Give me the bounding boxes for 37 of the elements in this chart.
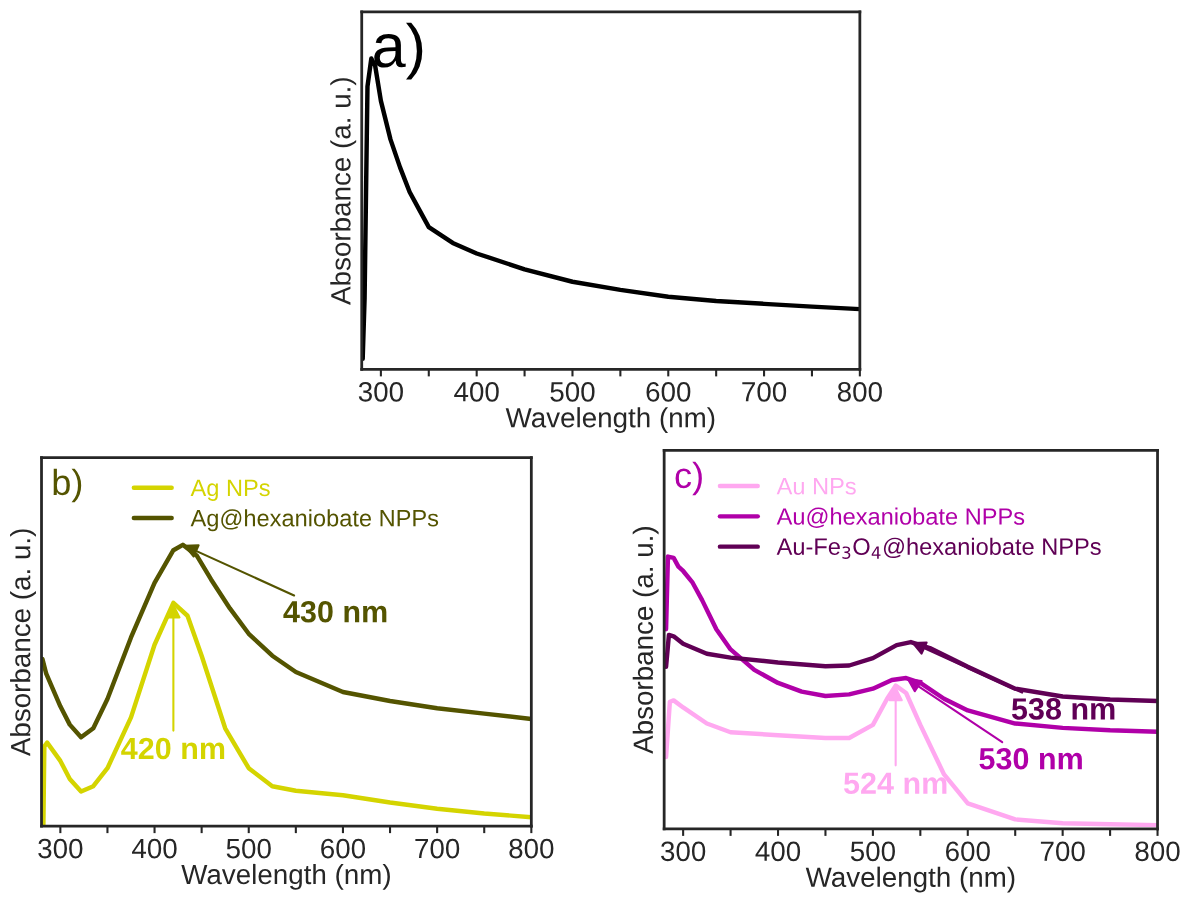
x-tick-label: 500 bbox=[850, 841, 895, 862]
x-tick-label: 300 bbox=[358, 381, 403, 402]
x-tick-label: 700 bbox=[742, 381, 787, 402]
annotation: 524 nm bbox=[843, 772, 947, 795]
x-axis-title: Wavelength (nm) bbox=[805, 866, 1015, 893]
y-axis-title: Absorbance (a. u.) bbox=[632, 527, 659, 754]
x-tick-label: 400 bbox=[132, 838, 177, 859]
annotation: a) bbox=[374, 22, 423, 80]
annotation: 538 nm bbox=[1011, 698, 1115, 720]
x-tick-label: 400 bbox=[454, 381, 499, 402]
text: b) bbox=[53, 468, 82, 503]
text: c) bbox=[675, 461, 702, 496]
x-tick-label: 800 bbox=[837, 381, 882, 402]
x-tick-label: 400 bbox=[755, 841, 801, 862]
x-tick-label: 600 bbox=[321, 838, 366, 859]
legend-label: Au-Fe$_{3}$O$_{4}$@hexaniobate NPPs bbox=[776, 537, 1101, 559]
x-axis-title: Wavelength (nm) bbox=[181, 863, 390, 890]
x-tick-label: 300 bbox=[38, 838, 83, 859]
x-tick-label: 500 bbox=[550, 381, 595, 402]
legend-label: Au NPs bbox=[776, 478, 856, 495]
y-axis-title: Absorbance (a. u.) bbox=[10, 529, 36, 757]
legend-label: Ag NPs bbox=[190, 479, 270, 501]
x-tick-label: 800 bbox=[1135, 841, 1180, 862]
y-axis-title: Absorbance (a. u.) bbox=[330, 78, 357, 305]
annotation: 530 nm bbox=[979, 747, 1082, 770]
x-tick-label: 600 bbox=[646, 381, 691, 402]
x-tick-label: 700 bbox=[415, 838, 460, 859]
legend-label: Ag@hexaniobate NPPs bbox=[190, 509, 439, 532]
x-tick-label: 800 bbox=[509, 838, 554, 859]
x-tick-label: 700 bbox=[1040, 841, 1085, 862]
x-axis-title: Wavelength (nm) bbox=[505, 407, 715, 434]
x-tick-label: 500 bbox=[226, 838, 271, 859]
legend-label: Au@hexaniobate NPPs bbox=[776, 507, 1025, 528]
x-tick-label: 600 bbox=[946, 841, 990, 862]
x-tick-label: 300 bbox=[661, 841, 706, 862]
annotation: 420 nm bbox=[121, 737, 225, 760]
annotation: 430 nm bbox=[283, 600, 387, 623]
